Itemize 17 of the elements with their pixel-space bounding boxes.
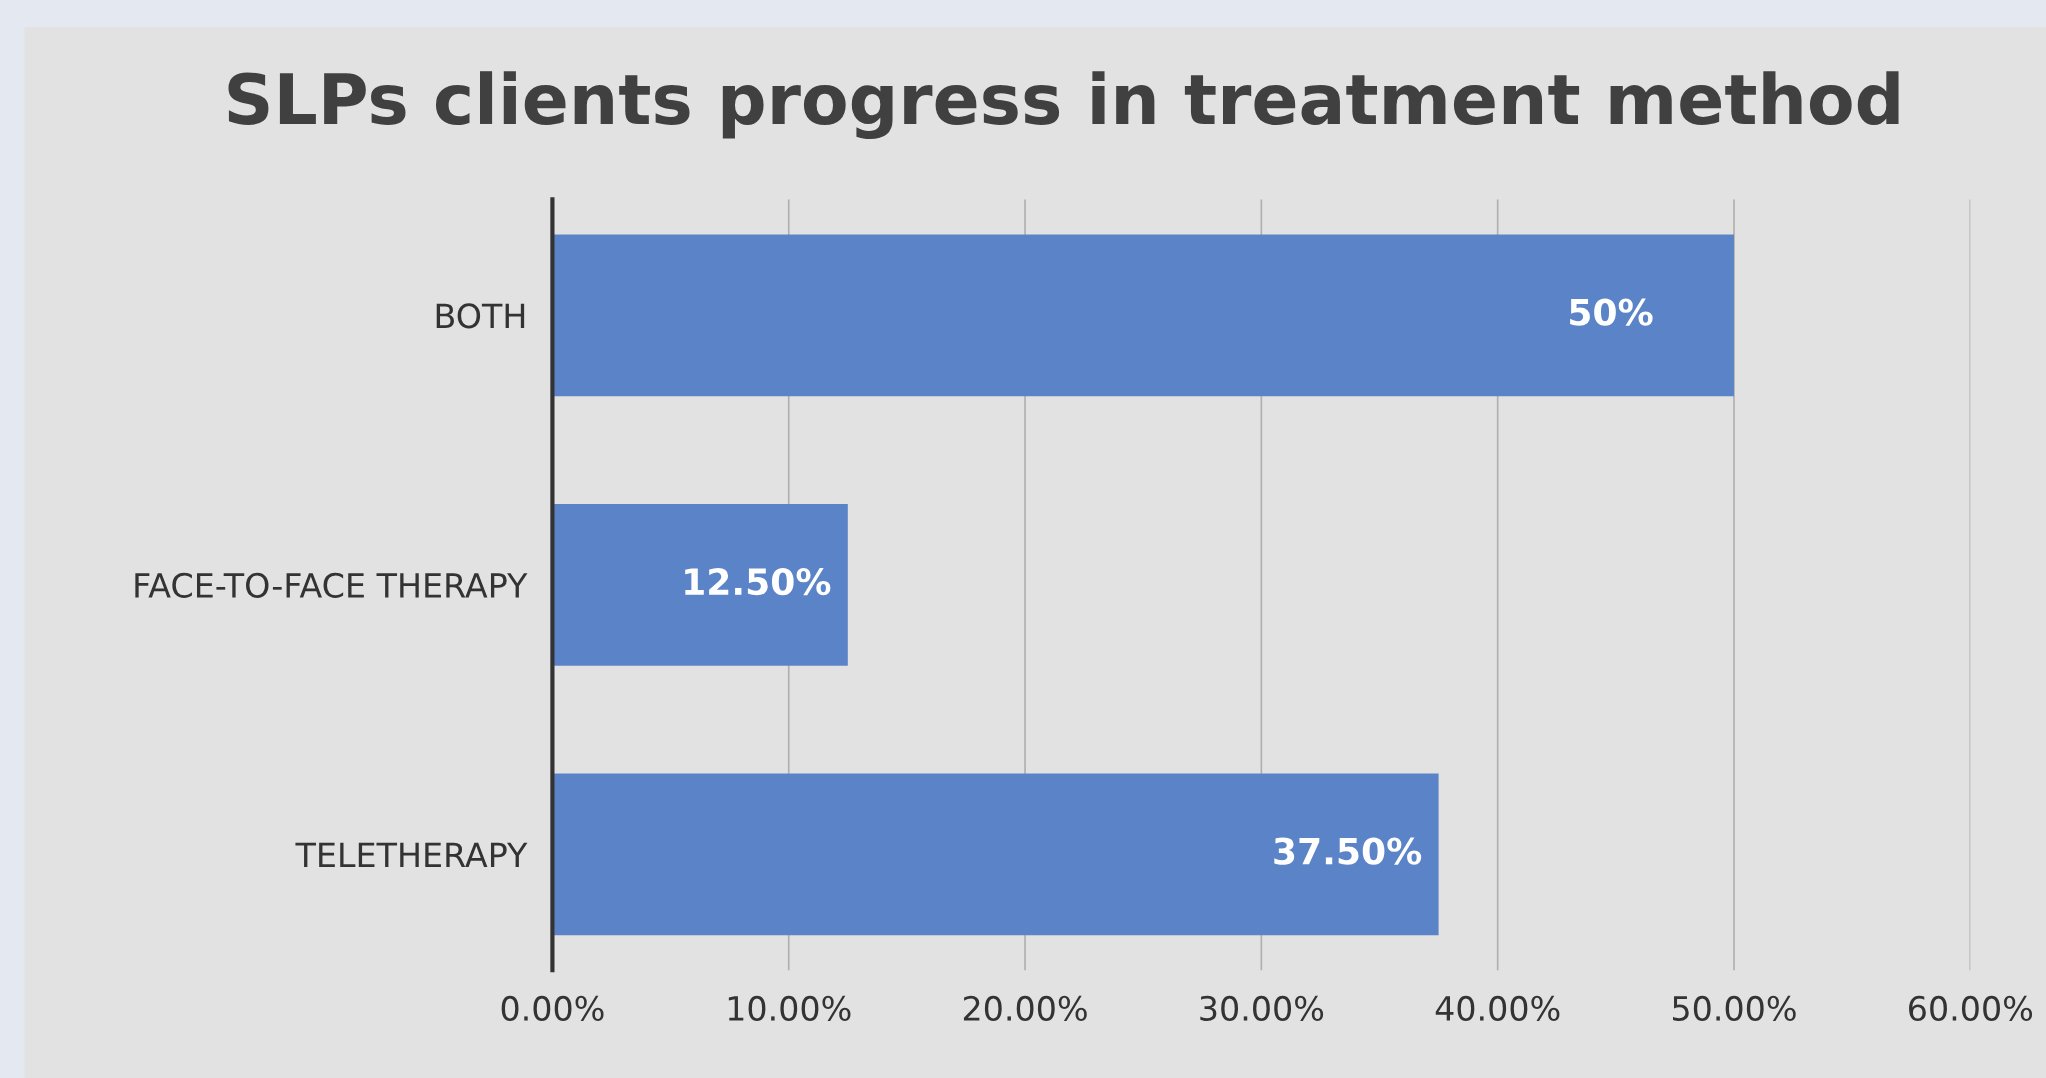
x-tick-label: 40.00%	[1435, 995, 1560, 1021]
bar	[552, 503, 848, 666]
bar	[552, 773, 1439, 936]
x-tick-label: 10.00%	[728, 995, 851, 1021]
x-tick-label: 20.00%	[963, 995, 1087, 1021]
x-tick-label: 0.00%	[501, 995, 604, 1021]
x-tick-label: 60.00%	[1909, 995, 2033, 1021]
y-tick-label: FACE-TO-FACE THERAPY	[135, 572, 528, 598]
data-label: 50%	[1570, 298, 1653, 326]
data-label: 12.50%	[685, 567, 831, 596]
chart-title: SLPs clients progress in treatment method	[228, 71, 1899, 139]
data-label: 37.50%	[1274, 837, 1422, 865]
y-tick-label: BOTH	[436, 303, 525, 329]
x-tick-label: 30.00%	[1200, 995, 1324, 1021]
bar	[552, 234, 1734, 397]
x-tick-label: 50.00%	[1673, 995, 1796, 1021]
y-tick-label: TELETHERAPY	[295, 842, 528, 867]
